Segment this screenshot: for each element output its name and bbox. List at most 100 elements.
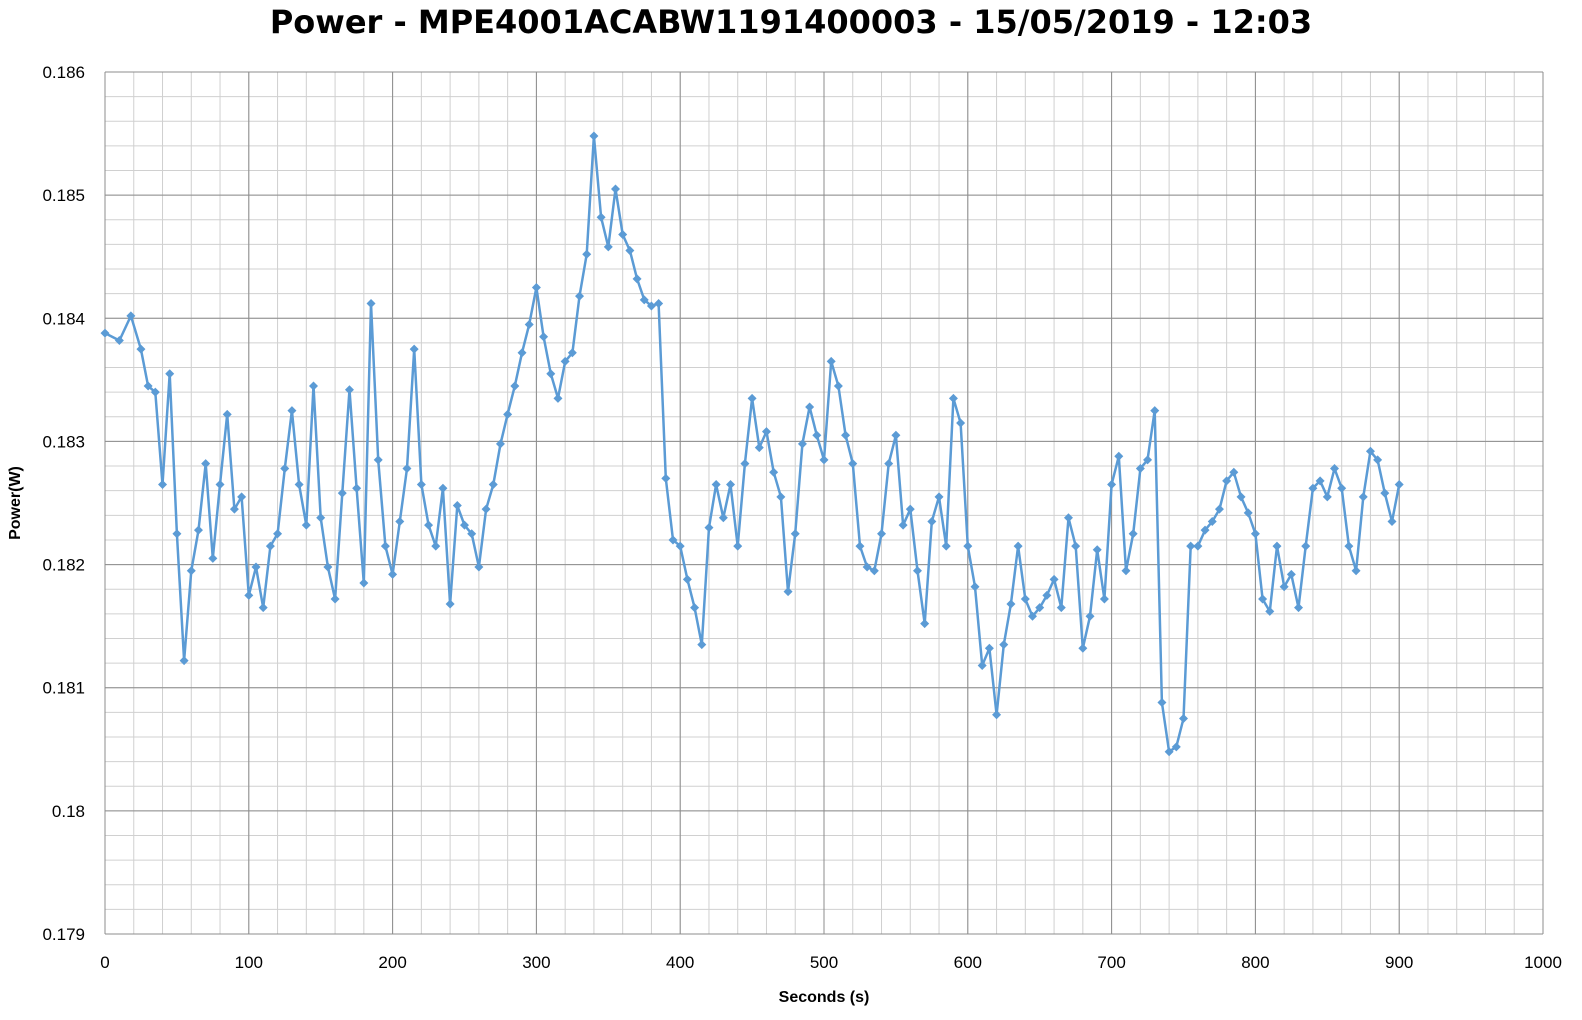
data-point-marker xyxy=(359,578,369,588)
data-point-marker xyxy=(948,393,958,403)
data-point-marker xyxy=(654,299,664,309)
series-layer xyxy=(100,131,1404,757)
data-point-marker xyxy=(301,520,311,530)
data-point-marker xyxy=(582,249,592,259)
data-point-marker xyxy=(531,283,541,292)
x-tick-labels: 0 100 200 300 400 500 600 700 800 900 1000 xyxy=(100,953,1562,972)
data-point-marker xyxy=(1114,451,1124,461)
y-tick-label: 0.181 xyxy=(42,679,85,698)
data-point-marker xyxy=(1121,566,1131,576)
data-point-marker xyxy=(1150,406,1160,416)
data-point-marker xyxy=(309,381,319,391)
data-point-marker xyxy=(294,480,304,490)
y-tick-label: 0.179 xyxy=(42,925,85,944)
data-point-marker xyxy=(126,311,136,321)
data-point-marker xyxy=(179,656,189,666)
data-point-marker xyxy=(1301,541,1311,551)
data-point-marker xyxy=(848,459,858,469)
major-gridlines xyxy=(104,71,1544,935)
data-point-marker xyxy=(366,299,376,309)
data-point-marker xyxy=(733,541,743,551)
data-point-marker xyxy=(546,369,556,379)
data-point-marker xyxy=(215,480,225,490)
data-point-marker xyxy=(984,643,994,653)
data-point-marker xyxy=(1179,714,1188,723)
data-point-marker xyxy=(330,594,340,604)
data-point-marker xyxy=(524,319,534,329)
data-point-marker xyxy=(1128,529,1138,539)
data-point-marker xyxy=(517,348,527,358)
y-tick-label: 0.183 xyxy=(42,432,85,451)
data-point-marker xyxy=(877,529,887,539)
data-point-marker xyxy=(1344,541,1354,551)
data-point-marker xyxy=(460,520,469,530)
data-point-marker xyxy=(488,480,498,490)
data-point-marker xyxy=(208,553,218,563)
data-point-marker xyxy=(963,541,973,551)
data-point-marker xyxy=(740,459,750,469)
data-point-marker xyxy=(1207,516,1217,526)
y-axis-title: Power(W) xyxy=(7,466,24,540)
data-point-marker xyxy=(265,541,275,551)
data-point-marker xyxy=(841,430,851,440)
data-point-marker xyxy=(409,344,419,354)
data-point-marker xyxy=(826,356,836,366)
data-point-marker xyxy=(1358,492,1368,502)
data-point-marker xyxy=(193,525,203,535)
data-point-marker xyxy=(222,409,232,419)
data-point-marker xyxy=(438,483,448,493)
data-point-marker xyxy=(819,455,829,465)
data-point-marker xyxy=(1135,464,1145,474)
data-point-marker xyxy=(567,348,577,358)
data-point-marker xyxy=(920,619,930,629)
data-point-marker xyxy=(812,430,822,440)
data-point-marker xyxy=(646,301,656,311)
data-point-marker xyxy=(1329,464,1339,474)
data-point-marker xyxy=(344,385,354,395)
data-point-marker xyxy=(769,467,779,477)
data-point-marker xyxy=(1143,455,1153,465)
data-point-marker xyxy=(560,356,570,366)
data-point-marker xyxy=(1013,541,1023,551)
data-point-marker xyxy=(280,464,290,474)
data-point-marker xyxy=(229,504,239,514)
data-point-marker xyxy=(891,430,901,440)
data-point-marker xyxy=(941,541,951,551)
data-point-marker xyxy=(912,566,922,576)
data-point-marker xyxy=(467,529,477,539)
data-point-marker xyxy=(711,480,721,490)
data-point-marker xyxy=(1164,747,1174,757)
data-point-marker xyxy=(610,184,620,194)
data-point-marker xyxy=(603,242,613,252)
data-point-marker xyxy=(1365,446,1375,456)
data-point-marker xyxy=(445,599,455,609)
data-point-marker xyxy=(258,603,268,613)
data-point-marker xyxy=(539,332,549,342)
data-point-marker xyxy=(596,212,606,222)
data-point-marker xyxy=(1315,476,1325,486)
data-point-marker xyxy=(1107,480,1117,490)
data-point-marker xyxy=(690,603,700,613)
data-point-marker xyxy=(1056,603,1066,613)
data-point-marker xyxy=(1092,545,1102,555)
data-point-marker xyxy=(927,516,937,526)
data-point-marker xyxy=(1351,566,1361,576)
data-point-marker xyxy=(704,523,714,533)
data-point-marker xyxy=(1286,569,1296,579)
data-point-marker xyxy=(1020,594,1030,604)
data-point-marker xyxy=(905,504,915,514)
data-point-marker xyxy=(718,513,728,523)
data-point-marker xyxy=(661,473,671,483)
data-point-marker xyxy=(1265,606,1275,616)
data-point-marker xyxy=(158,480,168,490)
x-tick-label: 0 xyxy=(100,953,109,972)
x-tick-label: 200 xyxy=(378,953,406,972)
data-point-marker xyxy=(114,335,124,345)
data-point-marker xyxy=(589,131,599,141)
data-point-marker xyxy=(726,480,736,490)
data-point-marker xyxy=(251,562,261,572)
series-line xyxy=(104,134,1401,753)
data-point-marker xyxy=(1243,508,1253,518)
